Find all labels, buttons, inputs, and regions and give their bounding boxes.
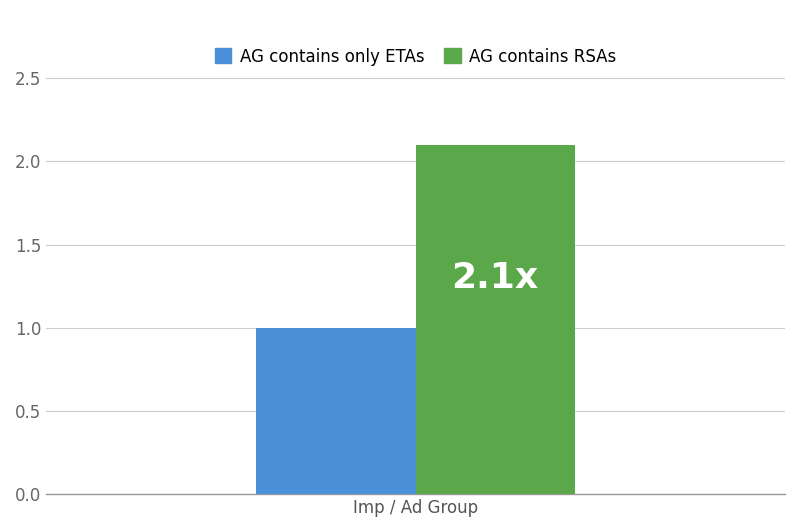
Legend: AG contains only ETAs, AG contains RSAs: AG contains only ETAs, AG contains RSAs xyxy=(208,41,623,72)
Text: 2.1x: 2.1x xyxy=(452,261,538,295)
Bar xyxy=(257,328,416,494)
Bar xyxy=(416,145,574,494)
